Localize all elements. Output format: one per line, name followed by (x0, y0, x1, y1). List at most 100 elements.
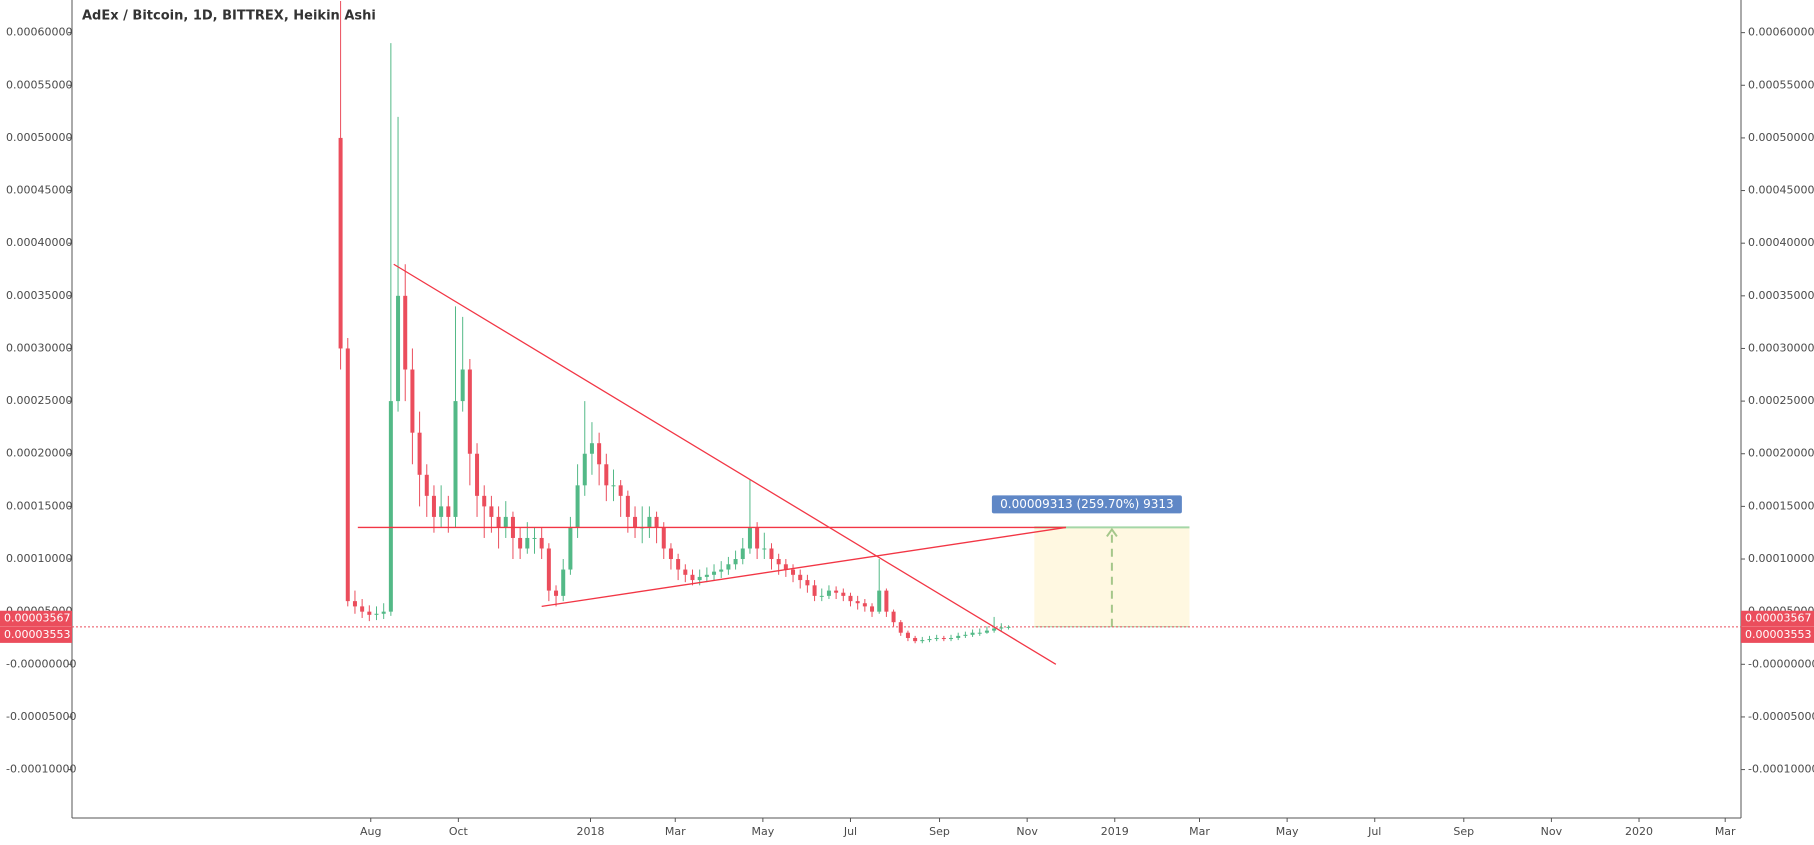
candle-body (733, 559, 738, 565)
candle-body (345, 348, 350, 602)
candle-body (597, 443, 602, 465)
candle-body (941, 637, 946, 640)
x-tick-label: Oct (449, 825, 469, 838)
price-tag-bg (1741, 610, 1814, 627)
candle-body (496, 516, 501, 528)
y-tick-label-right: 0.00015000 (1748, 499, 1814, 512)
y-tick-label: 0.00015000 (6, 499, 72, 512)
y-tick-label-right: 0.00045000 (1748, 184, 1814, 197)
y-tick-label: -0.00005000 (6, 710, 76, 723)
candle-body (403, 295, 408, 370)
candle-body (855, 601, 860, 604)
candle-body (661, 527, 666, 549)
y-tick-label-right: 0.00020000 (1748, 447, 1814, 460)
candle-body (668, 548, 673, 560)
candle-body (841, 592, 846, 596)
candle-body (410, 369, 415, 433)
candle-body (439, 506, 444, 517)
y-tick-label: 0.00050000 (6, 131, 72, 144)
y-tick-label: 0.00055000 (6, 78, 72, 91)
price-tag-right: 0.00003553 (1745, 628, 1811, 641)
x-tick-label: 2018 (577, 825, 605, 838)
y-tick-label-right: -0.00010000 (1748, 763, 1814, 776)
y-tick-label: -0.00010000 (6, 763, 76, 776)
candle-body (898, 622, 903, 633)
candle-body (618, 485, 623, 496)
candle-body (905, 632, 910, 638)
candle-body (360, 606, 365, 612)
y-tick-label: 0.00025000 (6, 394, 72, 407)
measure-label-bg (991, 495, 1182, 514)
candle-body (503, 516, 508, 528)
candle-body (704, 574, 709, 577)
x-tick-label: Mar (1189, 825, 1210, 838)
candle-body (870, 606, 875, 612)
candle-body (798, 574, 803, 581)
candle-body (417, 432, 422, 475)
y-tick-label-right: 0.00035000 (1748, 289, 1814, 302)
candle-body (791, 569, 796, 575)
y-tick-label: 0.00060000 (6, 26, 72, 39)
candle-body (424, 474, 429, 496)
candle-body (891, 611, 896, 623)
x-tick-label: Aug (360, 825, 381, 838)
candle-body (446, 506, 451, 517)
chart-title: AdEx / Bitcoin, 1D, BITTREX, Heikin Ashi (82, 9, 376, 24)
candle-body (352, 601, 357, 607)
candle-body (970, 632, 975, 635)
candle-body (992, 628, 997, 631)
candle-body (913, 637, 918, 642)
candle-body (367, 611, 372, 615)
price-tag-bg (0, 626, 72, 643)
candle-body (963, 634, 968, 636)
measure-label: 0.00009313 (259.70%) 9313 (1000, 497, 1173, 511)
x-tick-label: May (1276, 825, 1299, 838)
y-tick-label: 0.00035000 (6, 289, 72, 302)
candle-body (539, 537, 544, 549)
candle-body (453, 401, 458, 517)
candle-body (783, 564, 788, 570)
candle-body (431, 495, 436, 517)
candle-body (561, 569, 566, 596)
candle-body (848, 595, 853, 602)
x-tick-label: 2019 (1101, 825, 1129, 838)
candle-body (575, 485, 580, 528)
x-tick-label: Nov (1541, 825, 1563, 838)
candle-body (525, 537, 530, 549)
candle-body (554, 590, 559, 596)
candle-body (654, 516, 659, 528)
candle-body (633, 516, 638, 528)
candle-body (740, 548, 745, 560)
candle-body (381, 611, 386, 614)
candle-body (589, 443, 594, 454)
candle-body (755, 527, 760, 549)
candle-body (532, 537, 537, 539)
candle-body (819, 595, 824, 597)
candle-body (582, 453, 587, 486)
x-tick-label: Mar (1715, 825, 1736, 838)
y-tick-label: 0.00020000 (6, 447, 72, 460)
candle-body (747, 527, 752, 549)
candle-body (467, 369, 472, 454)
candle-body (812, 585, 817, 596)
x-tick-label: Nov (1016, 825, 1038, 838)
y-tick-label-right: -0.00000000 (1748, 657, 1814, 670)
x-tick-label: Jul (843, 825, 857, 838)
candle-body (1006, 626, 1011, 628)
candle-body (647, 516, 652, 528)
y-tick-label: 0.00030000 (6, 341, 72, 354)
candle-body (489, 506, 494, 517)
candle-body (712, 571, 717, 575)
plot (72, 1, 1741, 665)
y-tick-label-right: 0.00050000 (1748, 131, 1814, 144)
trend-line (393, 263, 1057, 665)
candle-body (726, 564, 731, 570)
y-tick-label: 0.00045000 (6, 184, 72, 197)
candle-body (776, 559, 781, 565)
candle-body (388, 401, 393, 612)
candle-body (934, 637, 939, 640)
x-tick-label: May (751, 825, 774, 838)
candle-body (611, 485, 616, 487)
y-tick-label: 0.00040000 (6, 236, 72, 249)
